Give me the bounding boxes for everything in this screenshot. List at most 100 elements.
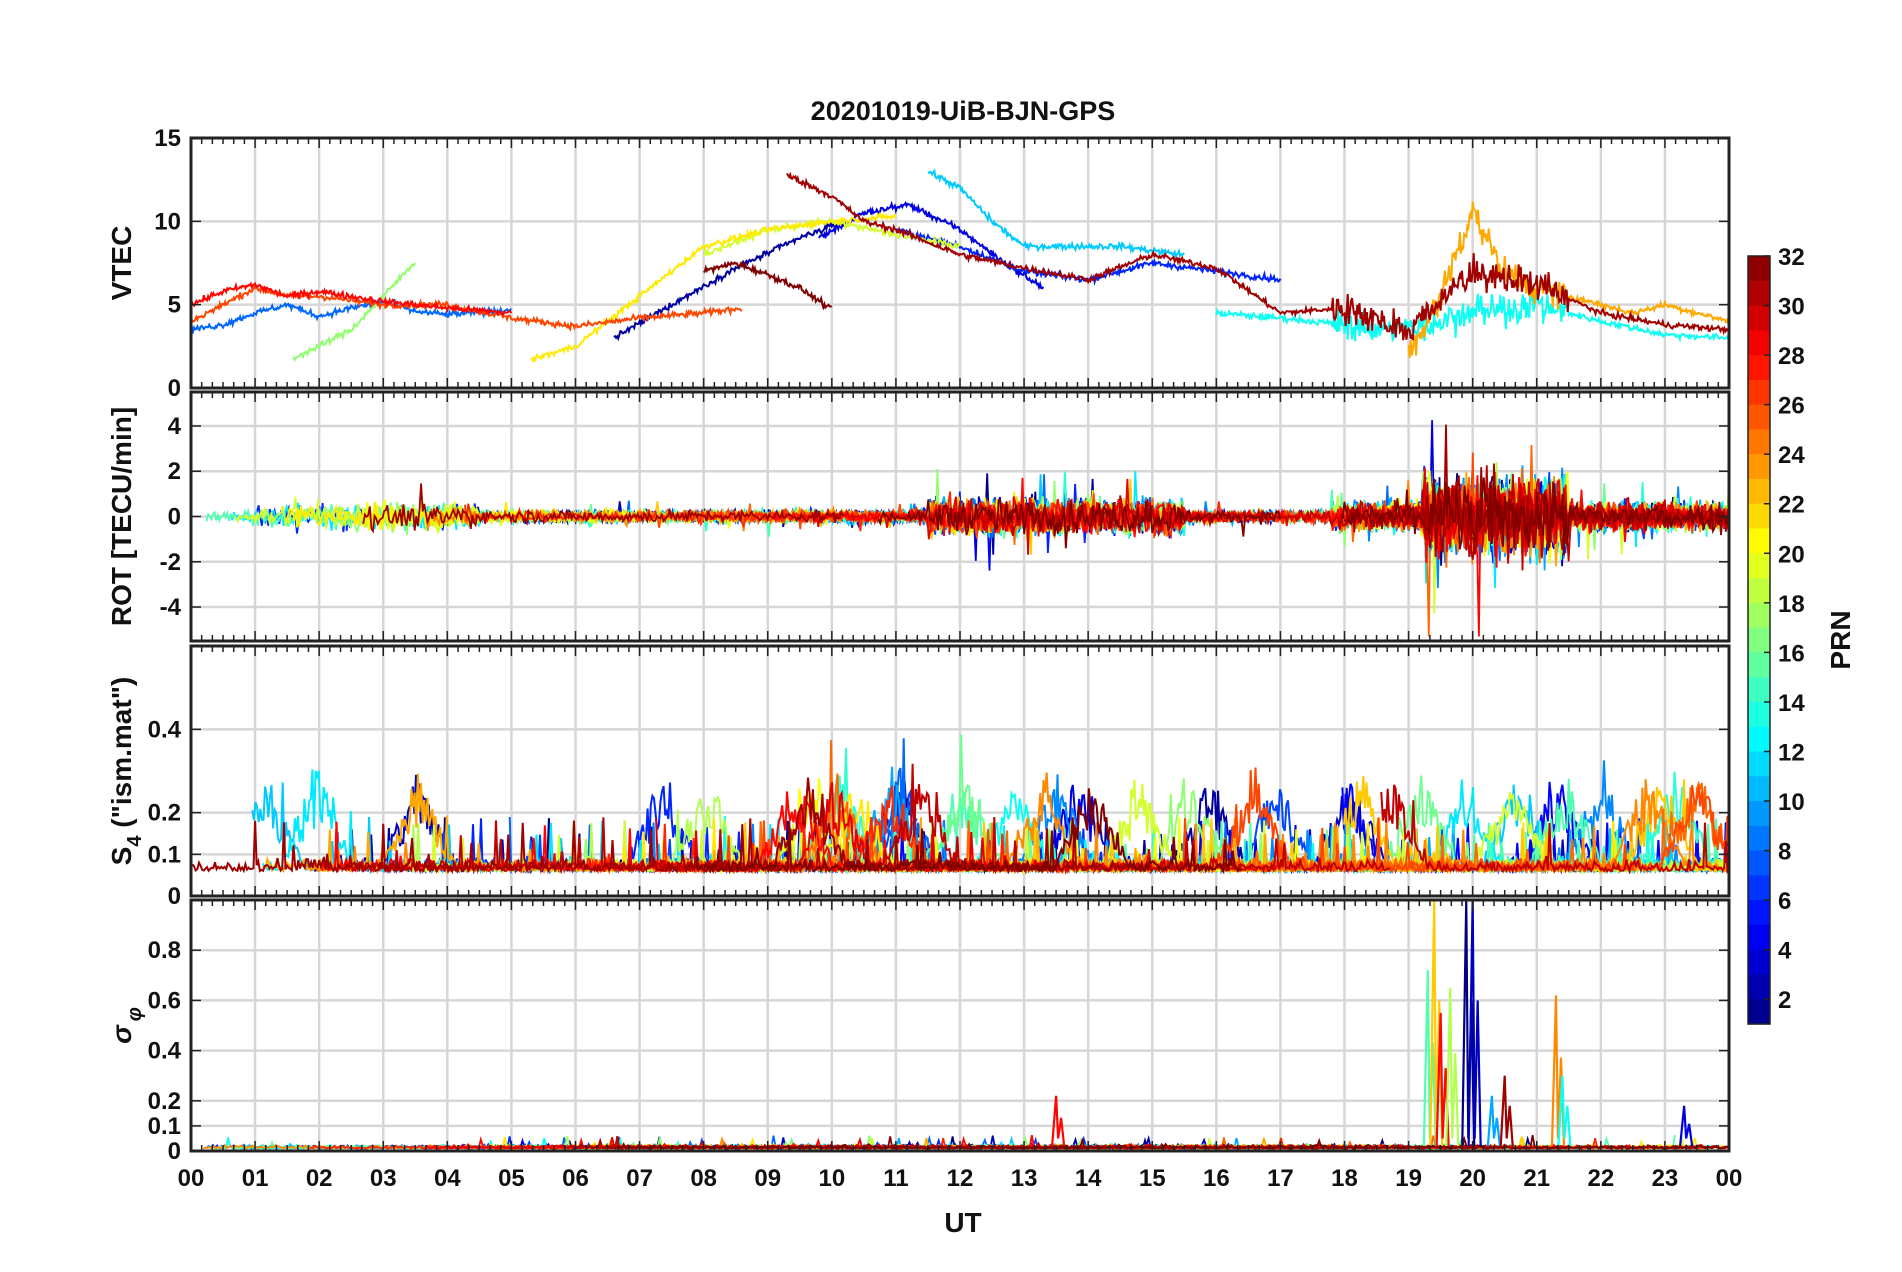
- colorbar-tick-label: 22: [1778, 492, 1805, 519]
- colorbar-cell: [1748, 503, 1770, 530]
- x-tick-label: 00: [1716, 1165, 1743, 1192]
- colorbar-cell: [1748, 330, 1770, 356]
- colorbar-cell: [1748, 776, 1770, 802]
- sigma-spike-prn-4: [1679, 1105, 1694, 1147]
- s4-series-prn-32: [695, 788, 1242, 875]
- colorbar-cell: [1748, 602, 1770, 629]
- y-tick-label: 0: [168, 1138, 181, 1165]
- y-tick-label: 2: [168, 458, 181, 485]
- y-tick-label: 0: [168, 883, 181, 910]
- rot-series-prn-31: [362, 483, 844, 534]
- y-axis-label: S4 ("ism.mat"): [106, 677, 146, 866]
- x-tick-label: 05: [498, 1165, 525, 1192]
- s4-panel: 0 0.1 0.2 0.4S4 ("ism.mat"): [106, 644, 1731, 910]
- colorbar-cell: [1748, 355, 1770, 381]
- y-axis-label: σφ: [106, 1007, 146, 1044]
- colorbar-tick-label: 8: [1778, 839, 1791, 866]
- colorbar-tick-label: 32: [1778, 244, 1805, 271]
- x-tick-label: 03: [370, 1165, 397, 1192]
- colorbar-tick-label: 20: [1778, 541, 1805, 568]
- colorbar-tick-label: 18: [1778, 591, 1805, 618]
- colorbar-tick-label: 16: [1778, 640, 1805, 667]
- colorbar-tick-label: 14: [1778, 690, 1805, 717]
- colorbar-cell: [1748, 801, 1770, 827]
- colorbar-cell: [1748, 379, 1770, 406]
- s4-series-prn-30: [1380, 784, 1729, 875]
- x-tick-label: 11: [883, 1165, 908, 1192]
- chart-title: 20201019-UiB-BJN-GPS: [811, 96, 1116, 126]
- prn-colorbar: 32 30 28 26 24 22 20 18 16 14 12 10 8 6 4 2 PRN: [1747, 244, 1856, 1025]
- x-tick-label: 18: [1331, 1165, 1358, 1192]
- y-tick-label: 0.4: [148, 716, 182, 743]
- vtec-series-prn-11: [927, 168, 1185, 260]
- y-tick-label: 5: [168, 292, 181, 319]
- colorbar-cell: [1748, 478, 1770, 505]
- y-tick-label: 4: [168, 413, 182, 440]
- sigma-spike-prn-3: [1467, 900, 1482, 1147]
- y-tick-label: 0.1: [148, 841, 181, 868]
- colorbar-cell: [1748, 999, 1770, 1025]
- vtec-series-prn-28: [191, 281, 513, 317]
- sigma-spike-prn-13: [1557, 1075, 1572, 1147]
- vtec-series-prn-31: [786, 171, 1729, 341]
- x-tick-label: 23: [1652, 1165, 1679, 1192]
- sigma-lines: [202, 900, 1729, 1151]
- colorbar-cell: [1748, 949, 1770, 976]
- colorbar-cell: [1748, 652, 1770, 678]
- rot-panel: -4 -2 0 2 4 ROT [TECU/min]: [106, 390, 1731, 643]
- y-tick-label: 10: [154, 208, 181, 235]
- colorbar-cell: [1748, 974, 1770, 1000]
- vtec-lines: [191, 168, 1729, 364]
- y-tick-label: -4: [160, 594, 182, 621]
- colorbar-frame: [1747, 255, 1771, 1025]
- x-tick-label: 19: [1395, 1165, 1422, 1192]
- vtec-series-prn-21: [530, 211, 897, 364]
- s4-lines: [191, 734, 1729, 875]
- colorbar-cell: [1748, 924, 1770, 951]
- x-axis-label: UT: [944, 1207, 981, 1238]
- colorbar-tick-label: 26: [1778, 393, 1805, 420]
- colorbar-tick-label: 6: [1778, 888, 1791, 915]
- x-tick-label: 02: [306, 1165, 333, 1192]
- x-tick-label: 14: [1075, 1165, 1102, 1192]
- x-tick-label: 13: [1011, 1165, 1038, 1192]
- colorbar-cell: [1748, 825, 1770, 852]
- x-tick-label: 08: [690, 1165, 717, 1192]
- colorbar-cell: [1748, 875, 1770, 901]
- vtec-series-prn-23: [1407, 201, 1729, 359]
- colorbar-cell: [1748, 256, 1770, 282]
- colorbar-tick-label: 2: [1778, 987, 1791, 1014]
- colorbar-cell: [1748, 627, 1770, 653]
- y-tick-label: -2: [160, 549, 181, 576]
- colorbar-cell: [1748, 305, 1770, 331]
- y-tick-label: 0.4: [148, 1038, 182, 1065]
- x-tick-label: 00: [178, 1165, 205, 1192]
- y-axis-label: VTEC: [106, 226, 137, 301]
- x-tick-label: 04: [434, 1165, 461, 1192]
- colorbar-cell: [1748, 677, 1770, 703]
- y-tick-label: 0.2: [148, 1088, 181, 1115]
- colorbar-cell: [1748, 751, 1770, 777]
- vtec-panel: 0 5 10 15 VTEC: [106, 125, 1731, 402]
- colorbar-label: PRN: [1825, 610, 1856, 669]
- rot-lines: [205, 420, 1729, 637]
- colorbar-cell: [1748, 280, 1770, 307]
- colorbar-cell: [1748, 404, 1770, 431]
- vtec-series-prn-32: [702, 260, 833, 311]
- colorbar-cell: [1748, 578, 1770, 604]
- y-tick-label: 0: [168, 375, 181, 402]
- rot-series-prn-32: [877, 499, 1282, 549]
- colorbar-tick-label: 4: [1778, 938, 1792, 965]
- y-tick-label: 0.2: [148, 800, 181, 827]
- colorbar-cell: [1748, 553, 1770, 579]
- colorbar-tick-label: 10: [1778, 789, 1805, 816]
- x-tick-label: 15: [1139, 1165, 1166, 1192]
- colorbar-cell: [1748, 726, 1770, 753]
- x-tick-label: 07: [626, 1165, 653, 1192]
- y-tick-label: 0.1: [148, 1113, 181, 1140]
- x-tick-label: 22: [1587, 1165, 1614, 1192]
- x-tick-label: 12: [947, 1165, 974, 1192]
- colorbar-cell: [1748, 701, 1770, 728]
- colorbar-tick-label: 24: [1778, 442, 1805, 469]
